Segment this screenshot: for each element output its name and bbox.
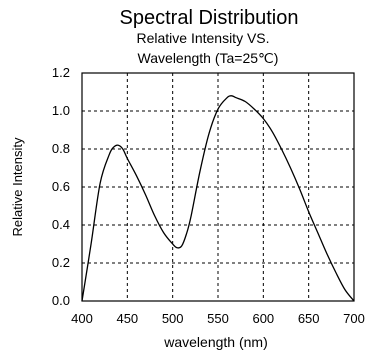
- y-tick-label-6: 1.2: [52, 65, 70, 80]
- y-tick-label-0: 0.0: [52, 293, 70, 308]
- chart-subtitle-line-2: Wavelength (Ta=25℃): [138, 50, 279, 66]
- x-tick-label-5: 650: [298, 311, 320, 326]
- x-tick-label-0: 400: [71, 311, 93, 326]
- y-tick-labels: 0.0 0.2 0.4 0.6 0.8 1.0 1.2: [52, 65, 70, 308]
- x-tick-labels: 400 450 500 550 600 650 700: [71, 311, 365, 326]
- x-tick-label-2: 500: [162, 311, 184, 326]
- y-tick-label-4: 0.8: [52, 141, 70, 156]
- y-tick-label-2: 0.4: [52, 217, 70, 232]
- x-axis-label: wavelength (nm): [163, 334, 268, 350]
- x-tick-label-4: 600: [252, 311, 274, 326]
- chart-subtitle-line-1: Relative Intensity VS.: [136, 30, 269, 46]
- x-tick-label-6: 700: [343, 311, 365, 326]
- plot-frame: [81, 72, 355, 302]
- x-tick-label-1: 450: [116, 311, 138, 326]
- chart-title: Spectral Distribution: [120, 7, 299, 29]
- y-axis-label: Relative Intensity: [10, 137, 25, 236]
- x-tick-label-3: 550: [207, 311, 229, 326]
- y-tick-label-3: 0.6: [52, 179, 70, 194]
- grid-lines: [82, 73, 354, 301]
- series-line: [81, 95, 355, 302]
- y-tick-label-1: 0.2: [52, 255, 70, 270]
- y-tick-label-5: 1.0: [52, 103, 70, 118]
